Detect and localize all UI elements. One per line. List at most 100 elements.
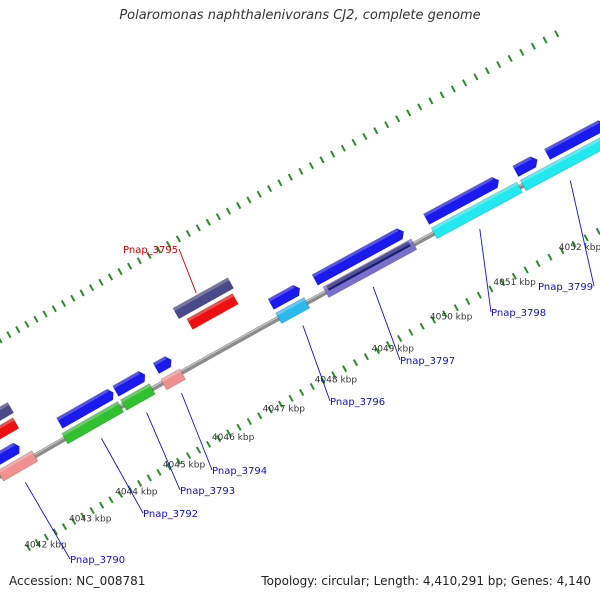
inner-tick — [511, 272, 517, 280]
inner-tick — [25, 544, 31, 552]
inner-tick — [595, 227, 600, 235]
outer-tick — [107, 273, 114, 281]
gene-block-3792-shade — [56, 389, 109, 421]
inner-tick — [331, 371, 337, 379]
inner-tick — [342, 365, 348, 373]
inner-tick — [559, 247, 565, 255]
outer-tick — [175, 235, 181, 243]
inner-tick — [476, 291, 482, 299]
scale-label: 4049 kbp — [372, 344, 415, 354]
outer-tick — [70, 294, 76, 302]
outer-tick — [225, 207, 232, 215]
outer-tick — [6, 331, 12, 339]
outer-tick — [450, 85, 456, 93]
inner-tick — [385, 341, 392, 349]
outer-tick — [417, 103, 423, 111]
gene-block-3794 — [152, 356, 172, 375]
gene-label: Pnap_3794 — [212, 466, 267, 477]
outer-tick — [530, 42, 536, 50]
gene-block-cyan-3799 — [519, 137, 600, 192]
inner-tick — [166, 463, 172, 471]
gene-label: Pnap_3798 — [491, 308, 546, 319]
inner-tick — [523, 266, 529, 274]
inner-tick — [352, 359, 359, 367]
outer-tick — [215, 213, 221, 221]
gene-label: Pnap_3793 — [180, 486, 235, 497]
inner-tick — [453, 304, 459, 312]
gene-block-3790 — [0, 442, 20, 465]
inner-tick — [195, 446, 202, 454]
gene-block-cyan-3798 — [430, 181, 523, 240]
outer-tick — [15, 326, 21, 334]
gene-block-3797-shade — [312, 228, 399, 278]
inner-tick — [299, 388, 305, 396]
gene-block-pink-3794 — [160, 368, 186, 391]
outer-tick — [428, 97, 434, 105]
gene-block-red-left-shade — [0, 417, 15, 429]
outer-tick — [185, 229, 191, 237]
inner-tick — [226, 429, 232, 437]
inner-tick — [61, 523, 68, 531]
inner-tick — [98, 501, 105, 509]
outer-tick — [88, 284, 95, 292]
inner-tick — [583, 234, 589, 242]
gene-block-3798 — [423, 176, 500, 225]
outer-tick — [319, 156, 325, 164]
outer-tick — [195, 224, 201, 232]
inner-tick — [571, 240, 577, 248]
outer-tick — [340, 144, 346, 152]
gene-block-navy-left-shade — [0, 402, 10, 411]
outer-tick — [33, 315, 39, 323]
gene-label-leader — [178, 248, 197, 294]
inner-tick — [397, 334, 403, 343]
gene-label-leader — [101, 438, 144, 514]
gene-block-green-3793 — [120, 383, 156, 411]
outer-tick — [165, 240, 172, 248]
outer-tick — [98, 278, 104, 286]
inner-tick — [117, 490, 124, 498]
inner-tick — [43, 533, 49, 541]
gene-label-leader — [372, 286, 401, 361]
gene-block-pink-3790 — [0, 450, 39, 482]
outer-tick — [542, 36, 548, 44]
outer-tick — [308, 162, 314, 170]
inner-tick — [52, 528, 58, 536]
gene-block-3792 — [56, 388, 114, 429]
inner-tick — [34, 538, 40, 546]
gene-label: Pnap_3799 — [538, 282, 593, 293]
inner-tick — [156, 468, 162, 476]
outer-tick — [395, 115, 401, 123]
gene-block-sky-3796 — [275, 296, 311, 324]
gene-block-3794-shade — [153, 356, 167, 366]
outer-tick — [384, 121, 390, 129]
gene-block-3797 — [311, 228, 405, 286]
gene-block-cyan-3798-shade — [431, 182, 519, 231]
outer-tick — [266, 185, 273, 193]
inner-tick — [465, 297, 471, 306]
inner-tick — [267, 406, 273, 414]
inner-tick — [108, 496, 114, 504]
scale-label: 4045 kbp — [163, 461, 206, 471]
gene-label: Pnap_3790 — [70, 555, 125, 566]
inner-tick — [288, 394, 294, 402]
outer-tick — [42, 310, 48, 318]
accession-label: Accession: NC_008781 — [9, 574, 146, 588]
outer-tick — [236, 201, 242, 210]
gene-label-leader — [146, 412, 181, 491]
gene-label-leader — [181, 392, 213, 471]
inner-tick — [500, 279, 506, 287]
gene-block-navy-3795 — [172, 277, 235, 320]
inner-tick — [89, 507, 95, 515]
outer-tick — [473, 73, 479, 81]
outer-tick — [484, 67, 490, 75]
inner-tick — [419, 322, 425, 330]
outer-tick — [462, 79, 468, 87]
outer-tick — [330, 150, 336, 158]
outer-tick — [519, 48, 525, 56]
gene-block-3790-shade — [0, 443, 15, 455]
scale-label: 4048 kbp — [315, 376, 358, 386]
outer-tick — [373, 127, 379, 135]
scale-label: 4050 kbp — [430, 312, 473, 322]
gene-block-3795-shade — [186, 293, 234, 322]
gene-block-3794a — [112, 370, 146, 397]
